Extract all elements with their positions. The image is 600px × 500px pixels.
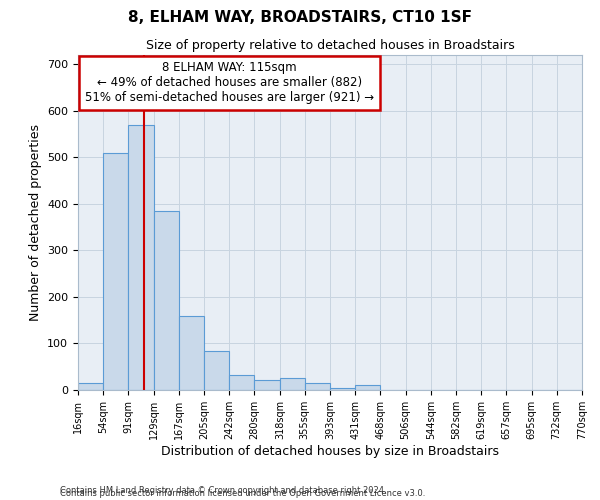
Title: Size of property relative to detached houses in Broadstairs: Size of property relative to detached ho… bbox=[146, 40, 514, 52]
Bar bbox=[205, 352, 229, 390]
Y-axis label: Number of detached properties: Number of detached properties bbox=[29, 124, 41, 321]
Text: Contains HM Land Registry data © Crown copyright and database right 2024.: Contains HM Land Registry data © Crown c… bbox=[60, 486, 386, 495]
Text: 8 ELHAM WAY: 115sqm
← 49% of detached houses are smaller (882)
51% of semi-detac: 8 ELHAM WAY: 115sqm ← 49% of detached ho… bbox=[85, 62, 374, 104]
Text: Contains public sector information licensed under the Open Government Licence v3: Contains public sector information licen… bbox=[60, 488, 425, 498]
Bar bbox=[330, 388, 355, 390]
Bar bbox=[229, 374, 254, 390]
Bar bbox=[128, 125, 154, 390]
Bar bbox=[305, 383, 330, 390]
Bar bbox=[154, 211, 179, 390]
Text: 8, ELHAM WAY, BROADSTAIRS, CT10 1SF: 8, ELHAM WAY, BROADSTAIRS, CT10 1SF bbox=[128, 10, 472, 25]
Bar bbox=[78, 383, 103, 390]
Bar bbox=[103, 152, 128, 390]
Bar bbox=[254, 380, 280, 390]
X-axis label: Distribution of detached houses by size in Broadstairs: Distribution of detached houses by size … bbox=[161, 444, 499, 458]
Bar bbox=[355, 386, 380, 390]
Bar bbox=[179, 316, 205, 390]
Bar bbox=[280, 378, 305, 390]
